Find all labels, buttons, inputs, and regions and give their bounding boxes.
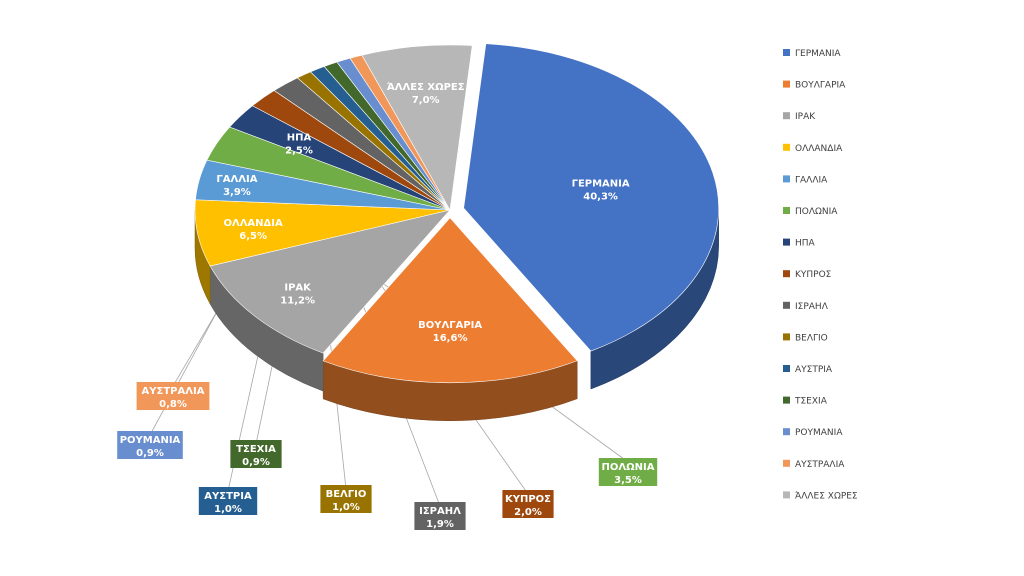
slice-ισραηλ-label-box	[414, 502, 466, 530]
legend-swatch	[783, 80, 790, 88]
slice-αυστρια-label: ΑΥΣΤΡΙΑ	[204, 491, 252, 502]
slice-ηπα-value: 2,5%	[285, 145, 313, 156]
slice-ισραηλ-value: 1,9%	[426, 519, 454, 530]
slice-κυπρος-value: 2,0%	[514, 507, 542, 518]
legend-item-βελγιο[interactable]: ΒΕΛΓΙΟ	[783, 333, 828, 343]
slice-γαλλια-label: ΓΑΛΛΙΑ	[216, 174, 257, 185]
legend-swatch	[783, 175, 790, 183]
slice-αυστρια-value: 1,0%	[214, 504, 242, 515]
slice-κυπρος-label: ΚΥΠΡΟΣ	[505, 494, 551, 505]
legend-label: ΙΡΑΚ	[795, 112, 816, 122]
slice-γερμανια[interactable]	[463, 43, 719, 352]
slice-αυστραλια-label-box	[136, 382, 210, 410]
slice-γαλλια-value: 3,9%	[223, 187, 251, 198]
slice-βουλγαρια-value: 16,6%	[433, 333, 468, 344]
slice-ιρακ-value: 11,2%	[280, 296, 315, 307]
slice-βελγιο-value: 1,0%	[332, 502, 360, 513]
slice-γερμανια-label: ΓΕΡΜΑΝΙΑ	[572, 178, 630, 189]
slice-άλλες-χωρες-label: ΆΛΛΕΣ ΧΩΡΕΣ	[387, 81, 465, 93]
legend-item-πολωνια[interactable]: ΠΟΛΩΝΙΑ	[783, 207, 838, 217]
legend-label: ΒΟΥΛΓΑΡΙΑ	[795, 81, 846, 91]
legend-swatch	[783, 459, 790, 467]
legend-item-τσεχια[interactable]: ΤΣΕΧΙΑ	[783, 396, 828, 407]
legend-label: ΙΣΡΑΗΛ	[795, 302, 829, 312]
slice-γερμανια-value: 40,3%	[583, 191, 618, 202]
slice-αυστρια-label-box	[198, 487, 258, 515]
slice-τσεχια-label-box	[230, 440, 282, 468]
slice-αυστραλια-value: 0,8%	[159, 399, 187, 410]
pie-slices	[194, 43, 719, 384]
slice-τσεχια-value: 0,9%	[242, 457, 270, 468]
legend-item-γαλλια[interactable]: ΓΑΛΛΙΑ	[783, 175, 828, 185]
slice-βουλγαρια[interactable]	[322, 217, 578, 384]
legend-item-ολλανδια[interactable]: ΟΛΛΑΝΔΙΑ	[783, 143, 843, 154]
data-labels: ΓΕΡΜΑΝΙΑ 40,3% ΒΟΥΛΓΑΡΙΑ 16,6% ΙΡΑΚ 11,2% ΟΛΛΑ…	[117, 81, 658, 530]
slice-άλλες-χωρες[interactable]	[361, 44, 473, 211]
legend-label: ΒΕΛΓΙΟ	[795, 333, 828, 343]
slice-ισραηλ-label: ΙΣΡΑΗΛ	[419, 506, 461, 517]
legend-item-βουλγαρια[interactable]: ΒΟΥΛΓΑΡΙΑ	[783, 80, 846, 91]
legend-item-αυστραλια[interactable]: ΑΥΣΤΡΑΛΙΑ	[783, 459, 845, 470]
slice-ηπα-label: ΗΠΑ	[287, 132, 312, 143]
legend-label: ΠΟΛΩΝΙΑ	[795, 207, 838, 217]
legend-label: ΓΑΛΛΙΑ	[795, 175, 828, 185]
slice-βελγιο-label-box	[320, 485, 372, 513]
slice-ιρακ-label: ΙΡΑΚ	[284, 283, 312, 294]
legend-item-ιρακ[interactable]: ΙΡΑΚ	[783, 112, 816, 122]
slice-ιρακ[interactable]	[209, 209, 451, 354]
legend-item-ρουμανια[interactable]: ΡΟΥΜΑΝΙΑ	[783, 428, 843, 438]
legend-item-γερμανια[interactable]: ΓΕΡΜΑΝΙΑ	[783, 49, 841, 59]
slice-ρουμανια-label-box	[117, 431, 183, 459]
slice-αυστραλια-label: ΑΥΣΤΡΑΛΙΑ	[142, 386, 205, 397]
legend-swatch	[783, 112, 790, 120]
legend-swatch	[783, 207, 790, 214]
slice-τσεχια-label: ΤΣΕΧΙΑ	[236, 444, 276, 455]
legend-swatch	[783, 396, 790, 404]
legend-swatch	[783, 491, 790, 499]
slice-ολλανδια-value: 6,5%	[239, 231, 267, 242]
slice-ρουμανια-label: ΡΟΥΜΑΝΙΑ	[120, 435, 181, 446]
legend-swatch	[783, 270, 790, 278]
legend[interactable]: ΓΕΡΜΑΝΙΑ ΒΟΥΛΓΑΡΙΑ ΙΡΑΚ ΟΛΛΑΝΔΙΑ ΓΑΛΛΙΑ ΠΟΛΩΝ…	[783, 49, 858, 501]
legend-item-άλλες-χωρες[interactable]: ΆΛΛΕΣ ΧΩΡΕΣ	[783, 491, 858, 501]
legend-label: ΚΥΠΡΟΣ	[795, 270, 832, 280]
slice-ολλανδια-label: ΟΛΛΑΝΔΙΑ	[223, 218, 283, 229]
slice-βελγιο-label: ΒΕΛΓΙΟ	[326, 489, 367, 500]
legend-item-ισραηλ[interactable]: ΙΣΡΑΗΛ	[783, 301, 829, 312]
slice-ρουμανια-value: 0,9%	[136, 448, 164, 459]
legend-label: ΑΥΣΤΡΙΑ	[795, 365, 833, 375]
legend-label: ΡΟΥΜΑΝΙΑ	[795, 428, 843, 438]
legend-swatch	[783, 301, 790, 309]
legend-label: ΟΛΛΑΝΔΙΑ	[795, 144, 843, 154]
legend-item-ηπα[interactable]: ΗΠΑ	[783, 238, 816, 249]
legend-swatch	[783, 333, 790, 341]
legend-swatch	[783, 365, 790, 372]
legend-label: ΤΣΕΧΙΑ	[794, 397, 828, 407]
legend-label: ΆΛΛΕΣ ΧΩΡΕΣ	[795, 491, 858, 501]
legend-item-αυστρια[interactable]: ΑΥΣΤΡΙΑ	[783, 365, 833, 375]
legend-label: ΑΥΣΤΡΑΛΙΑ	[795, 460, 845, 470]
slice-πολωνια-value: 3,5%	[614, 475, 642, 486]
legend-label: ΓΕΡΜΑΝΙΑ	[795, 49, 841, 59]
slice-πολωνια-label-box	[598, 458, 658, 486]
slice-άλλες-χωρες-value: 7,0%	[412, 95, 440, 106]
slice-κυπρος-label-box	[502, 490, 554, 518]
legend-item-κυπρος[interactable]: ΚΥΠΡΟΣ	[783, 270, 832, 280]
legend-swatch	[783, 428, 790, 436]
legend-swatch	[783, 143, 790, 151]
legend-label: ΗΠΑ	[795, 239, 816, 249]
legend-swatch	[783, 238, 790, 246]
legend-swatch	[783, 49, 790, 56]
slice-βουλγαρια-label: ΒΟΥΛΓΑΡΙΑ	[418, 320, 482, 331]
slice-πολωνια-label: ΠΟΛΩΝΙΑ	[602, 462, 655, 473]
pie-sides	[194, 208, 719, 422]
